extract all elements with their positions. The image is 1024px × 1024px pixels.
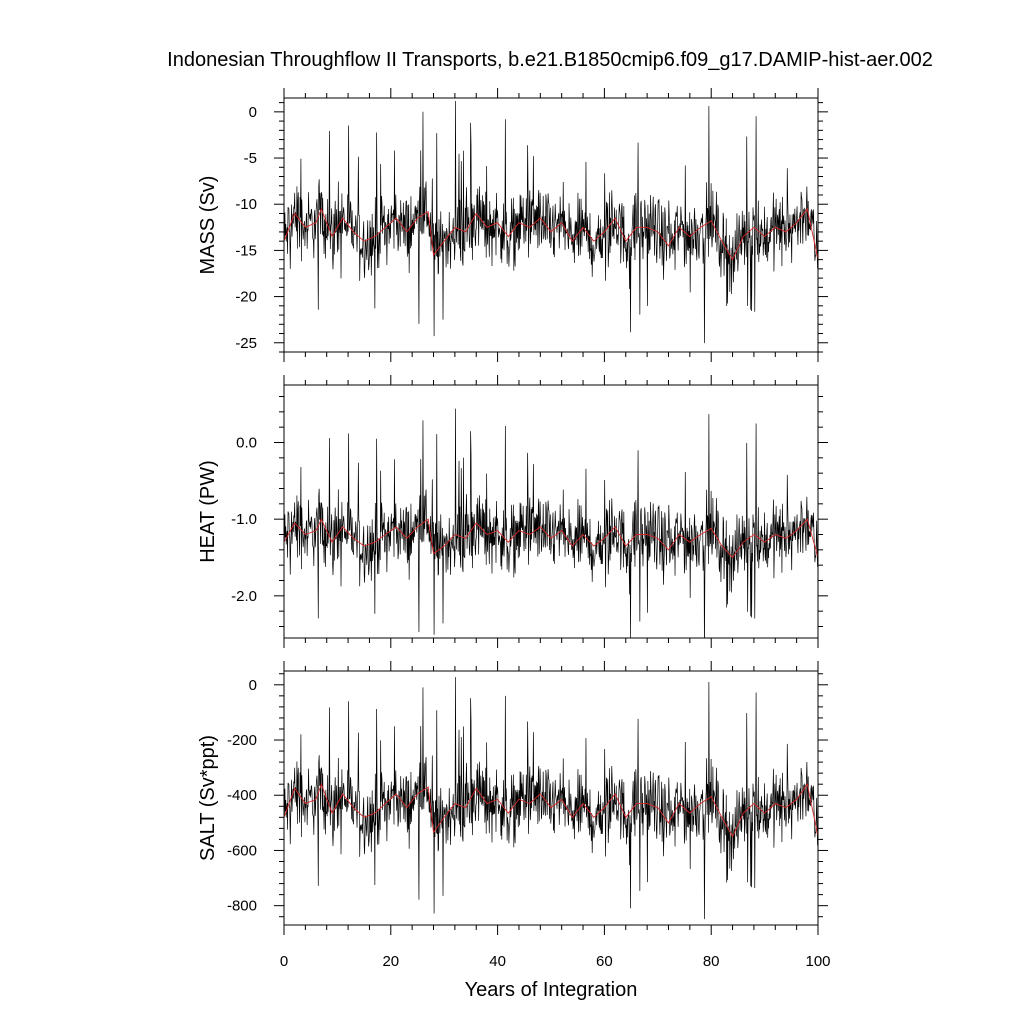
- panel-3: 0 -200 -400 -600 -800 SALT (Sv*ppt): [197, 661, 828, 935]
- y-tick-label: -10: [235, 196, 257, 213]
- series-smoothed-line: [284, 518, 818, 559]
- y-tick-label: 0: [249, 104, 257, 121]
- y-tick-label: 0: [249, 677, 257, 694]
- series-monthly-line: [284, 100, 818, 344]
- x-tick-label: 100: [805, 953, 830, 970]
- y-tick-label: -25: [235, 335, 257, 352]
- plot-frame: [283, 670, 819, 926]
- plot-frame: [283, 384, 819, 639]
- y-tick-label: -2.0: [231, 588, 257, 605]
- y-tick-label: -20: [235, 289, 257, 306]
- series-smoothed-line: [284, 782, 818, 838]
- figure-title: Indonesian Throughflow II Transports, b.…: [167, 49, 933, 71]
- series-smoothed-line: [284, 207, 818, 261]
- x-axis-label: Years of Integration: [465, 979, 638, 1001]
- x-tick-label: 0: [280, 953, 288, 970]
- y-tick-label: -1.0: [231, 511, 257, 528]
- panel-1: 0 -5 -10 -15 -20 -25 MASS (Sv): [197, 88, 828, 362]
- y-tick-label: -800: [227, 898, 257, 915]
- x-tick-label: 60: [596, 953, 613, 970]
- y-axis-label: SALT (Sv*ppt): [197, 735, 219, 861]
- plot-frame: [283, 97, 819, 353]
- series-monthly-line: [284, 408, 818, 638]
- y-tick-label: -600: [227, 842, 257, 859]
- y-tick-label: -15: [235, 242, 257, 259]
- x-tick-label: 40: [489, 953, 506, 970]
- y-tick-label: -200: [227, 732, 257, 749]
- y-axis-label: MASS (Sv): [197, 176, 219, 275]
- panels: 0 -5 -10 -15 -20 -25 MASS (Sv) 0.0 -1.0 -2.0 HEAT …: [197, 88, 831, 970]
- y-axis-label: HEAT (PW): [197, 460, 219, 563]
- series-monthly-line: [284, 677, 818, 920]
- y-tick-label: -400: [227, 787, 257, 804]
- y-tick-label: -5: [244, 150, 257, 167]
- panel-2: 0.0 -1.0 -2.0 HEAT (PW): [197, 375, 828, 648]
- x-tick-label: 20: [382, 953, 399, 970]
- x-tick-label: 80: [703, 953, 720, 970]
- y-tick-label: 0.0: [236, 435, 257, 452]
